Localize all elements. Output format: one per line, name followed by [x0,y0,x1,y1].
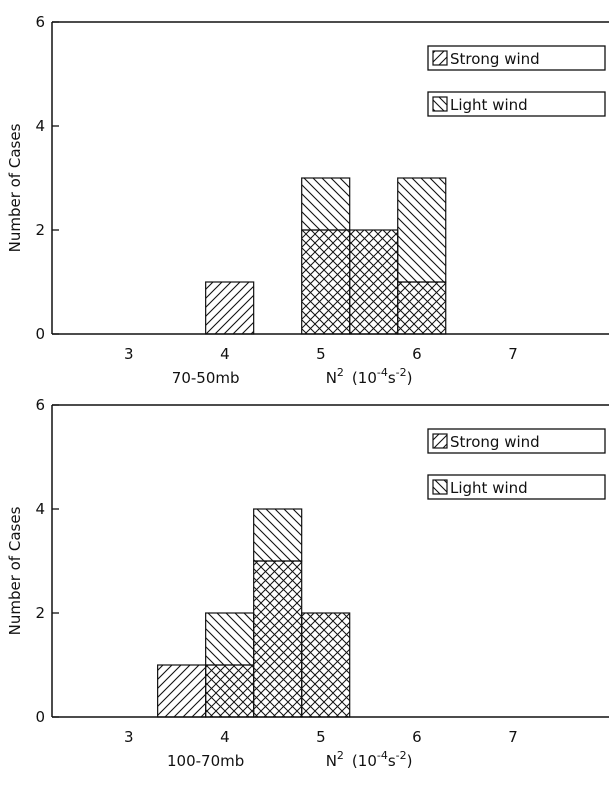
x-axis-label-part: ) [407,369,413,387]
x-axis-label-part: N [326,752,337,770]
x-axis-label-part: s [388,752,396,770]
bar-strong-wind [301,177,351,231]
x-tick-label: 6 [412,728,422,746]
legend-label: Strong wind [450,433,540,451]
y-axis-label: Number of Cases [6,506,24,635]
x-axis-label-part: ) [407,752,413,770]
bar-light-wind [301,612,351,718]
y-tick-label: 6 [35,396,45,414]
x-axis-label-part: (10 [352,752,377,770]
legend-strong-wind: Strong wind [427,428,606,454]
x-tick-label: 7 [508,728,518,746]
x-axis-label-part: -4 [377,749,388,762]
legend-swatch [432,433,448,449]
bar-strong-wind [205,612,255,666]
x-tick-label: 3 [124,728,134,746]
legend-light-wind: Light wind [427,91,606,117]
y-tick-label: 0 [35,325,45,343]
y-tick-label: 0 [35,708,45,726]
legend-box [427,474,606,500]
x-axis-label-part: -4 [377,366,388,379]
y-tick-label: 6 [35,13,45,31]
x-axis-label-part: -2 [396,366,407,379]
y-axis-label: Number of Cases [6,123,24,252]
legend-swatch [432,479,448,495]
bar-strong-wind [205,281,255,335]
x-axis-label-part: 2 [337,749,344,762]
x-tick-label: 5 [316,728,326,746]
y-tick-label: 4 [35,500,45,518]
bar-light-wind [397,281,447,335]
legend-swatch [432,96,448,112]
legend-swatch [432,50,448,66]
x-axis-label-part: -2 [396,749,407,762]
x-axis-label: N2 (10-4s-2) [326,749,413,770]
x-axis-label-part: s [388,369,396,387]
y-tick-label: 4 [35,117,45,135]
bar-light-wind [301,229,351,335]
x-tick-label: 4 [220,728,230,746]
y-tick-label: 2 [35,221,45,239]
panel-label: 70-50mb [172,369,240,387]
legend-box [427,91,606,117]
bar-light-wind [349,229,399,335]
panel-label: 100-70mb [167,752,244,770]
bar-light-wind [205,664,255,718]
x-tick-label: 5 [316,345,326,363]
legend-box [427,428,606,454]
x-axis-label: N2 (10-4s-2) [326,366,413,387]
x-tick-label: 4 [220,345,230,363]
legend-light-wind: Light wind [427,474,606,500]
legend-strong-wind: Strong wind [427,45,606,71]
legend-label: Light wind [450,479,528,497]
bar-strong-wind [157,664,207,718]
x-tick-label: 7 [508,345,518,363]
bar-light-wind [253,560,303,718]
legend-box [427,45,606,71]
legend-label: Strong wind [450,50,540,68]
x-tick-label: 3 [124,345,134,363]
y-tick-label: 2 [35,604,45,622]
legend-label: Light wind [450,96,528,114]
x-tick-label: 6 [412,345,422,363]
x-axis-label-part: 2 [337,366,344,379]
bar-strong-wind [253,508,303,562]
bar-strong-wind [397,177,447,283]
x-axis-label-part: N [326,369,337,387]
x-axis-label-part: (10 [352,369,377,387]
